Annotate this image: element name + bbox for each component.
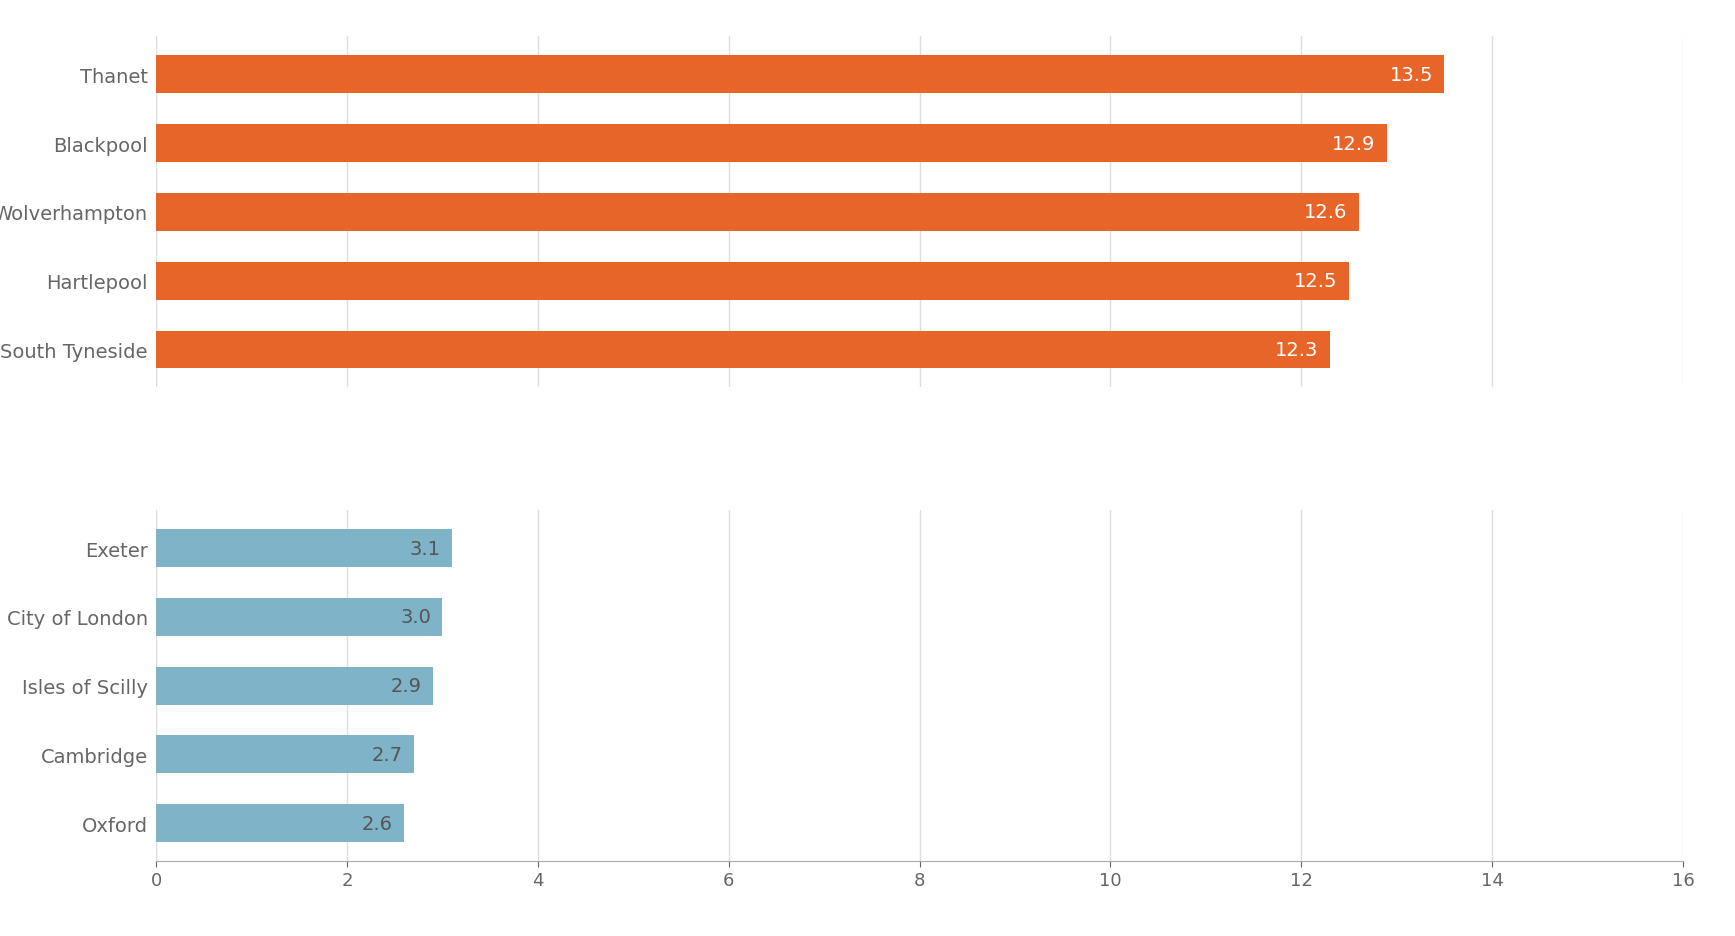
Bar: [156, 530, 451, 567]
Text: 3.0: 3.0: [401, 607, 430, 626]
Bar: [156, 331, 1331, 369]
Bar: [156, 667, 434, 705]
Text: 13.5: 13.5: [1390, 66, 1433, 85]
Bar: [156, 194, 1359, 231]
Text: 2.7: 2.7: [371, 745, 403, 764]
Text: 3.1: 3.1: [409, 539, 441, 558]
Text: 12.5: 12.5: [1294, 272, 1338, 291]
Text: 2.9: 2.9: [390, 677, 422, 695]
Bar: [156, 262, 1350, 300]
Bar: [156, 736, 413, 773]
Bar: [156, 56, 1444, 95]
Text: 12.9: 12.9: [1332, 135, 1376, 154]
Bar: [156, 598, 442, 636]
Bar: [156, 804, 404, 842]
Text: 12.6: 12.6: [1303, 203, 1346, 222]
Text: 2.6: 2.6: [363, 813, 392, 833]
Bar: [156, 125, 1388, 163]
Text: 12.3: 12.3: [1275, 341, 1319, 359]
